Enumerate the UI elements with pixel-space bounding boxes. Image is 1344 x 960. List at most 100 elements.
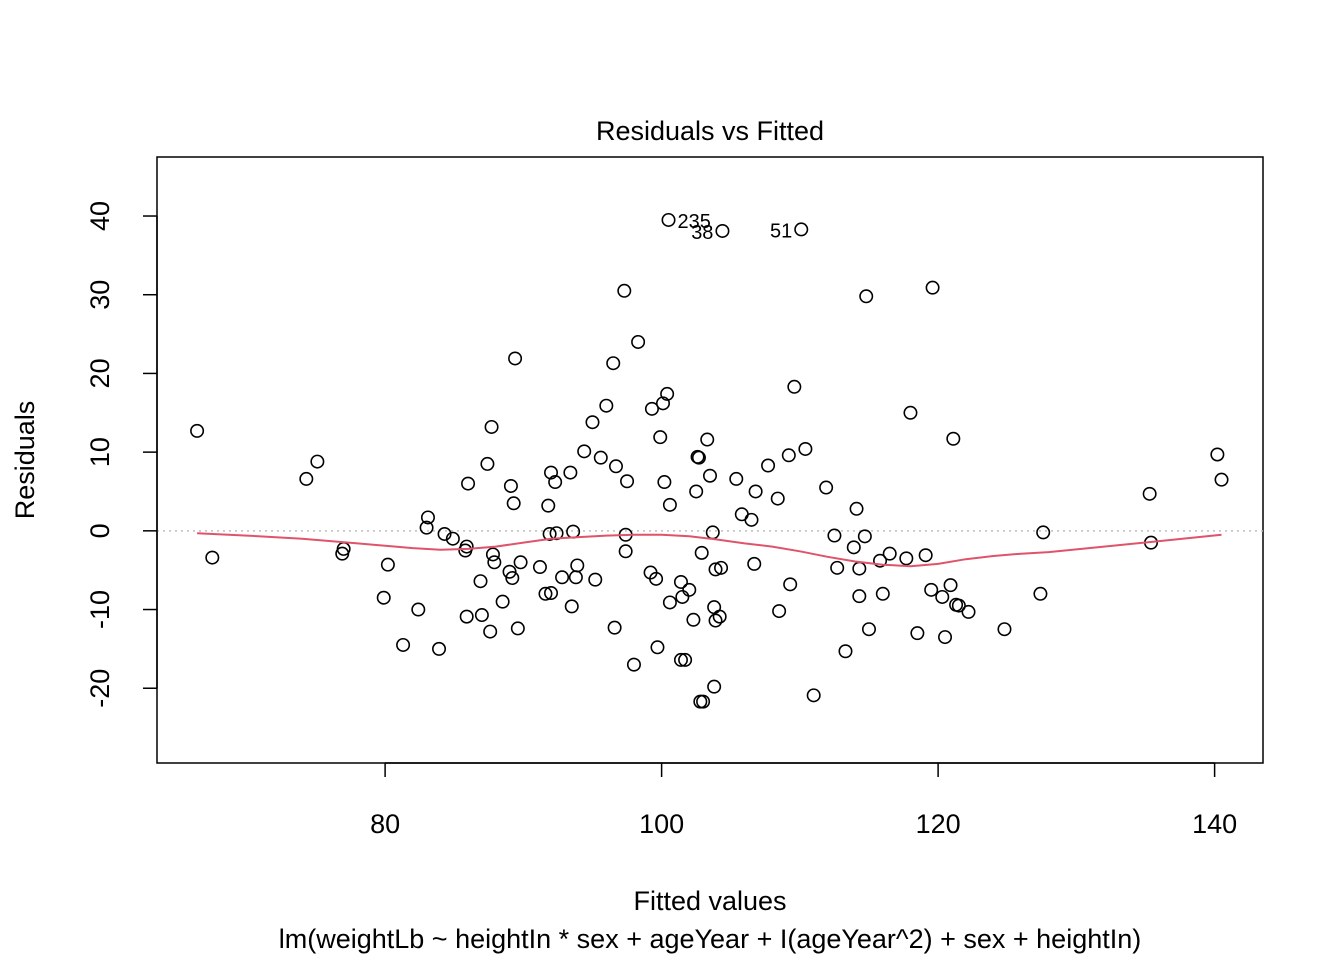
data-point — [505, 571, 520, 586]
data-point — [644, 401, 659, 416]
y-axis-label: Residuals — [10, 401, 40, 520]
y-axis: -20 -10 0 10 20 30 40 — [85, 201, 158, 708]
data-point — [899, 551, 914, 566]
x-axis-label: Fitted values — [633, 886, 786, 916]
data-point — [607, 620, 622, 635]
data-point — [631, 334, 646, 349]
data-point — [655, 396, 670, 411]
smoother-line — [197, 532, 1222, 568]
data-point — [707, 600, 722, 615]
data-point — [696, 694, 711, 709]
data-point — [508, 351, 523, 366]
data-point — [705, 525, 720, 540]
data-point — [744, 512, 759, 527]
data-point — [714, 560, 729, 575]
data-point — [747, 556, 762, 571]
data-point — [420, 510, 435, 525]
data-point — [708, 562, 723, 577]
y-tick-label: -20 — [85, 669, 115, 708]
data-point — [961, 604, 976, 619]
data-point — [761, 458, 776, 473]
data-point — [432, 641, 447, 656]
data-point — [873, 553, 888, 568]
data-point — [849, 501, 864, 516]
data-point — [925, 280, 940, 295]
data-point — [903, 405, 918, 420]
data-point — [380, 557, 395, 572]
data-point — [608, 459, 623, 474]
y-tick-label: 20 — [85, 358, 115, 388]
data-point — [568, 570, 583, 585]
data-point — [563, 465, 578, 480]
data-point — [798, 441, 813, 456]
data-point — [503, 478, 518, 493]
data-point — [689, 484, 704, 499]
data-point — [924, 582, 939, 597]
data-point — [480, 456, 495, 471]
chart-subtitle: lm(weightLb ~ heightIn * sex + ageYear +… — [279, 924, 1141, 954]
data-point — [857, 529, 872, 544]
data-point — [620, 474, 635, 489]
y-tick-label: 0 — [85, 523, 115, 538]
data-point — [376, 590, 391, 605]
x-axis: 80 100 120 140 — [370, 762, 1237, 839]
data-point — [549, 526, 564, 541]
data-point — [702, 468, 717, 483]
data-point — [566, 524, 581, 539]
data-point — [827, 528, 842, 543]
data-point — [675, 589, 690, 604]
data-point — [461, 476, 476, 491]
data-point — [599, 398, 614, 413]
data-point — [190, 423, 205, 438]
data-point — [1214, 472, 1229, 487]
data-point — [487, 555, 502, 570]
data-point — [838, 644, 853, 659]
data-point — [474, 608, 489, 623]
data-point — [510, 621, 525, 636]
data-point — [661, 212, 676, 227]
data-point — [729, 471, 744, 486]
y-tick-label: 30 — [85, 280, 115, 310]
data-point — [946, 431, 961, 446]
data-point — [686, 612, 701, 627]
data-point — [700, 432, 715, 447]
data-point — [882, 546, 897, 561]
data-point — [859, 289, 874, 304]
data-point — [819, 480, 834, 495]
data-point — [682, 582, 697, 597]
data-point — [662, 595, 677, 610]
data-point — [585, 415, 600, 430]
data-point — [806, 688, 821, 703]
y-tick-label: 40 — [85, 201, 115, 231]
data-point — [1142, 486, 1157, 501]
data-point — [653, 430, 668, 445]
data-point — [783, 577, 798, 592]
data-point — [411, 602, 426, 617]
data-point — [910, 626, 925, 641]
y-tick-label: 10 — [85, 437, 115, 467]
data-point — [673, 652, 688, 667]
data-point — [846, 540, 861, 555]
data-point — [445, 531, 460, 546]
data-point — [707, 679, 722, 694]
data-point — [997, 622, 1012, 637]
data-point — [437, 526, 452, 541]
chart-title: Residuals vs Fitted — [596, 116, 824, 146]
data-point — [649, 571, 664, 586]
data-point — [419, 520, 434, 535]
data-point — [943, 578, 958, 593]
data-point — [794, 222, 809, 237]
data-point — [513, 555, 528, 570]
data-point — [459, 609, 474, 624]
data-point — [548, 475, 563, 490]
data-point — [618, 544, 633, 559]
point-label: 51 — [770, 220, 792, 242]
data-point — [678, 652, 693, 667]
data-point — [495, 594, 510, 609]
data-point — [712, 609, 727, 624]
data-point — [787, 379, 802, 394]
data-point — [852, 589, 867, 604]
data-point — [935, 589, 950, 604]
x-tick-label: 100 — [639, 809, 684, 839]
data-point — [626, 657, 641, 672]
